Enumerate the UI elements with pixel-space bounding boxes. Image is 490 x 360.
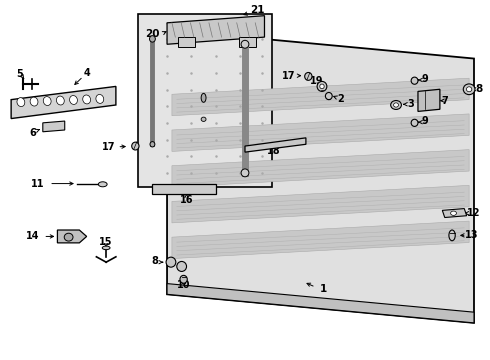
Text: 12: 12: [467, 208, 481, 218]
Ellipse shape: [96, 94, 104, 103]
Text: 4: 4: [83, 68, 90, 78]
Polygon shape: [442, 208, 466, 217]
Polygon shape: [172, 114, 469, 152]
Text: 18: 18: [268, 146, 281, 156]
Ellipse shape: [102, 246, 110, 249]
Ellipse shape: [317, 81, 327, 91]
Ellipse shape: [391, 100, 401, 109]
Polygon shape: [172, 185, 469, 223]
Ellipse shape: [325, 93, 332, 100]
Text: 6: 6: [30, 128, 36, 138]
Text: 2: 2: [338, 94, 344, 104]
Ellipse shape: [56, 96, 64, 105]
Polygon shape: [178, 37, 196, 47]
Ellipse shape: [17, 98, 25, 107]
Ellipse shape: [30, 97, 38, 106]
Text: 9: 9: [422, 74, 429, 84]
Polygon shape: [239, 37, 256, 47]
Polygon shape: [167, 30, 474, 323]
Ellipse shape: [83, 95, 91, 104]
Ellipse shape: [98, 182, 107, 187]
Polygon shape: [43, 121, 65, 132]
Ellipse shape: [70, 95, 77, 104]
Ellipse shape: [393, 103, 398, 107]
Text: 9: 9: [422, 116, 429, 126]
Text: 20: 20: [145, 29, 160, 39]
Ellipse shape: [177, 261, 187, 271]
Polygon shape: [418, 89, 440, 111]
Ellipse shape: [305, 72, 312, 80]
Text: 13: 13: [465, 230, 478, 240]
Ellipse shape: [241, 169, 249, 177]
Ellipse shape: [411, 77, 418, 84]
Ellipse shape: [201, 93, 206, 102]
Ellipse shape: [150, 141, 155, 147]
Text: 15: 15: [99, 237, 113, 247]
Ellipse shape: [180, 275, 187, 283]
Ellipse shape: [449, 230, 455, 241]
Ellipse shape: [241, 40, 249, 48]
Text: 11: 11: [31, 179, 45, 189]
Ellipse shape: [43, 96, 51, 105]
Text: 1: 1: [319, 284, 326, 294]
Polygon shape: [152, 184, 216, 194]
Ellipse shape: [320, 84, 324, 89]
Polygon shape: [11, 86, 116, 118]
Text: 8: 8: [475, 84, 483, 94]
Text: 16: 16: [180, 195, 193, 204]
Polygon shape: [167, 284, 474, 323]
Text: 7: 7: [441, 96, 448, 106]
Polygon shape: [172, 78, 469, 116]
Ellipse shape: [451, 211, 457, 215]
Ellipse shape: [64, 233, 73, 241]
Text: 17: 17: [282, 71, 295, 81]
Ellipse shape: [201, 117, 206, 121]
Ellipse shape: [166, 257, 176, 267]
Ellipse shape: [463, 84, 475, 95]
Ellipse shape: [411, 119, 418, 126]
Polygon shape: [172, 150, 469, 187]
Text: 17: 17: [102, 142, 115, 152]
Text: 21: 21: [250, 5, 265, 15]
Text: 10: 10: [177, 280, 191, 290]
Polygon shape: [167, 16, 265, 44]
Polygon shape: [138, 14, 272, 187]
Polygon shape: [172, 221, 469, 258]
Ellipse shape: [466, 87, 472, 92]
Ellipse shape: [149, 36, 155, 42]
Text: 8: 8: [151, 256, 158, 266]
Text: 14: 14: [26, 231, 40, 242]
Polygon shape: [245, 138, 306, 152]
Ellipse shape: [132, 142, 139, 150]
Text: 5: 5: [17, 68, 24, 78]
Text: 19: 19: [310, 76, 323, 86]
Text: 3: 3: [407, 99, 414, 109]
Polygon shape: [57, 230, 87, 243]
